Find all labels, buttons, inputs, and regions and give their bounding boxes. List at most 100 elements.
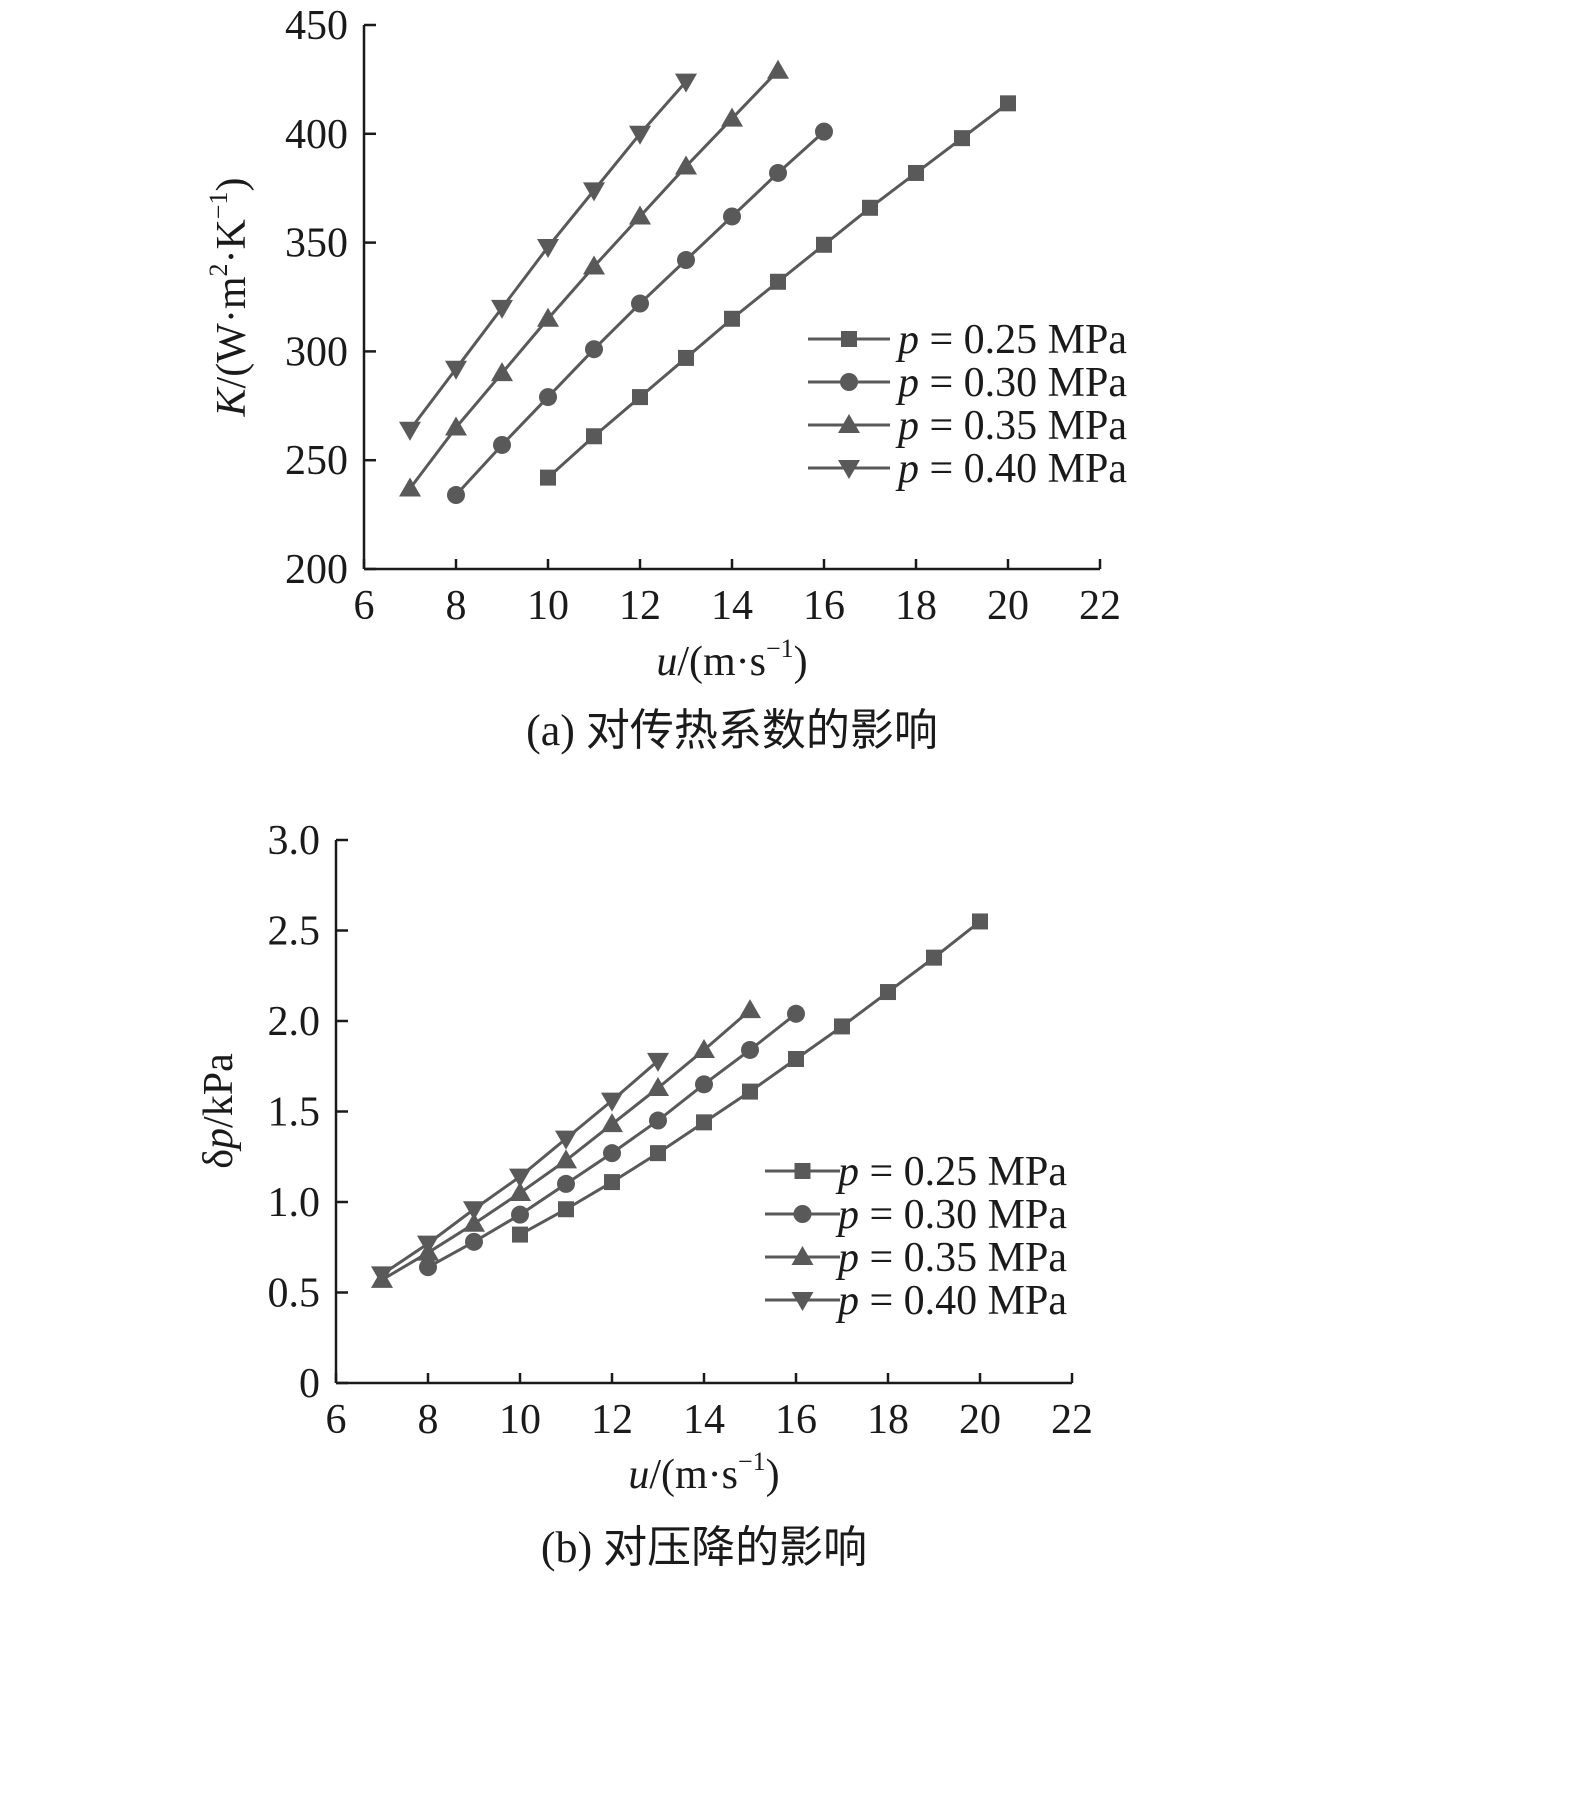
chart-b-y-tick-label: 0: [299, 1361, 320, 1407]
chart-a-series-4-point: [491, 299, 513, 319]
chart-b-series-1-point: [558, 1201, 574, 1218]
chart-b-x-tick-label: 6: [326, 1397, 347, 1443]
chart-a-series-3-point: [399, 477, 421, 497]
chart-a-series-2-point: [631, 294, 649, 313]
chart-b-legend-label-4: p = 0.40 MPa: [835, 1278, 1067, 1324]
chart-b-series-4-point: [601, 1092, 623, 1112]
chart-a-legend-label-1: p = 0.25 MPa: [895, 317, 1127, 363]
chart-b-series-1-point: [604, 1174, 620, 1191]
chart-a-series-1-point: [540, 469, 556, 486]
chart-b-series-2-point: [557, 1174, 575, 1193]
chart-a-series-1-point: [862, 199, 878, 216]
chart-b-caption: (b) 对压降的影响: [541, 1523, 867, 1572]
chart-b-x-tick-label: 22: [1051, 1397, 1093, 1443]
chart-b-series-4-point: [647, 1052, 669, 1072]
chart-a-y-axis-label: K/(W·m2·K−1): [204, 178, 255, 418]
chart-b-y-tick-label: 2.0: [268, 999, 321, 1045]
chart-a-legend-label-4: p = 0.40 MPa: [895, 446, 1127, 492]
chart-a-caption: (a) 对传热系数的影响: [526, 706, 938, 755]
chart-b-pressure-drop: 6 8 10 12 14 16 18 20 22 0 0.5 1.0 1.5 2.0 2.5 3.0 u/(m·…: [196, 818, 1093, 1572]
chart-b-legend-marker-1: [794, 1163, 811, 1179]
chart-b-series-2-point: [419, 1258, 437, 1277]
chart-b-series-1-point: [880, 984, 896, 1001]
chart-b-series-2: [419, 1004, 805, 1277]
chart-a-series-2-point: [585, 340, 603, 359]
chart-b-series-4-point: [555, 1130, 577, 1150]
chart-b-series-2-point: [649, 1111, 667, 1130]
chart-b-y-tick-label: 1.5: [268, 1090, 321, 1136]
chart-a-series-3-point: [445, 416, 467, 436]
chart-b-series-3-point: [647, 1076, 669, 1096]
chart-b-series-4-point: [463, 1201, 485, 1221]
chart-b-x-tick-label: 8: [418, 1397, 439, 1443]
chart-a-legend-label-3: p = 0.35 MPa: [895, 403, 1127, 449]
chart-b-series-1-point: [512, 1226, 528, 1243]
chart-b-x-tick-label: 18: [867, 1397, 909, 1443]
chart-b-y-tick-label: 2.5: [268, 909, 321, 955]
chart-b-series-1-point: [926, 949, 942, 966]
chart-b-series-2-point: [695, 1075, 713, 1094]
chart-a-series-3-point: [583, 255, 605, 275]
chart-a-series-3: [399, 59, 789, 497]
chart-a-series-4-point: [445, 360, 467, 380]
chart-a-heat-transfer: 6 8 10 12 14 16 18 20 22 200 250 300 350 400 450 u/(m·s…: [204, 3, 1127, 755]
chart-b-legend-marker-4: [791, 1292, 814, 1311]
chart-a-legend-marker-3: [838, 414, 860, 433]
chart-b-y-tick-label: 0.5: [268, 1271, 321, 1317]
chart-a-series-1-point: [586, 428, 602, 445]
chart-b-x-axis-label: u/(m·s−1): [628, 1447, 779, 1498]
chart-b-series-1-point: [834, 1018, 850, 1035]
chart-a-y-tick-label: 300: [285, 329, 348, 375]
chart-a-legend-marker-2: [840, 373, 858, 391]
chart-b-series-3-point: [601, 1113, 623, 1133]
chart-b-series-1-point: [972, 913, 988, 930]
chart-b-x-tick-label: 10: [499, 1397, 541, 1443]
chart-a-series-1-point: [724, 310, 740, 327]
chart-b-legend-marker-2: [793, 1205, 812, 1223]
chart-b-series-4-point: [371, 1266, 393, 1286]
chart-a-series-3-point: [767, 59, 789, 79]
chart-a-y-tick-label: 350: [285, 221, 348, 267]
chart-b-series-2-point: [511, 1205, 529, 1224]
chart-a-series-3-point: [721, 107, 743, 127]
chart-a-series-1: [540, 95, 1016, 486]
chart-b-x-tick-label: 16: [775, 1397, 817, 1443]
chart-a-x-tick-label: 8: [446, 583, 467, 629]
chart-b-series-4: [371, 1052, 669, 1286]
chart-a-series-3-line: [408, 69, 780, 490]
chart-a-series-2-point: [769, 163, 787, 182]
chart-a-series-1-point: [908, 164, 924, 181]
chart-a-legend-marker-1: [841, 331, 857, 347]
chart-a-y-tick-label: 200: [285, 547, 348, 593]
chart-a-x-tick-label: 12: [619, 583, 661, 629]
chart-a-series-2-line: [454, 130, 826, 497]
chart-a-series-2-point: [677, 251, 695, 270]
chart-a-series-1-point: [770, 273, 786, 290]
chart-b-legend-label-2: p = 0.30 MPa: [835, 1192, 1067, 1238]
chart-a-series-4-point: [583, 182, 605, 202]
chart-a-series-2-point: [815, 122, 833, 141]
chart-a-x-tick-label: 18: [895, 583, 937, 629]
chart-a-series-2-point: [723, 207, 741, 226]
chart-a-x-tick-label: 10: [527, 583, 569, 629]
chart-b-y-axis-label: δp/kPa: [196, 1053, 242, 1169]
chart-a-series-4-point: [675, 73, 697, 93]
chart-a-series-1-point: [816, 236, 832, 253]
chart-b-y-tick-label: 3.0: [268, 818, 321, 864]
chart-a-legend-marker-4: [838, 460, 860, 479]
chart-b-series-3-point: [555, 1149, 577, 1169]
chart-a-series-3-point: [491, 362, 513, 382]
chart-a-series-2: [447, 122, 833, 505]
chart-b-series-3-point: [509, 1181, 531, 1201]
chart-a-x-tick-label: 16: [803, 583, 845, 629]
chart-a-x-tick-label: 20: [987, 583, 1029, 629]
chart-a-y-tick-label: 450: [285, 3, 348, 49]
chart-a-series-4-point: [629, 125, 651, 145]
chart-b-series-4-point: [417, 1235, 439, 1255]
chart-b-series-3-point: [463, 1212, 485, 1232]
chart-b-x-tick-label: 20: [959, 1397, 1001, 1443]
chart-b-series-2-point: [741, 1040, 759, 1059]
chart-a-series-3-point: [629, 205, 651, 225]
